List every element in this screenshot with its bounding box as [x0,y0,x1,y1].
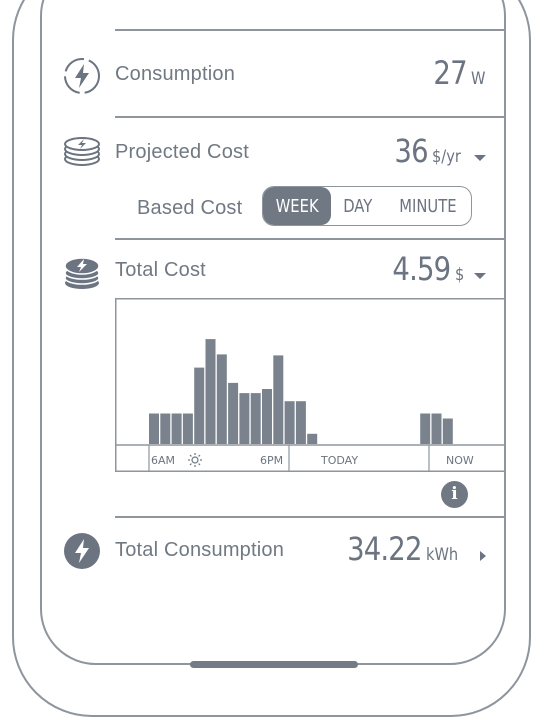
segment-week[interactable]: WEEK [263,187,331,225]
consumption-unit: W [471,69,486,89]
chart-bar [307,433,318,444]
total-cost-value[interactable]: 4.59 $ [383,250,486,288]
chart-bar [160,413,171,444]
total-consumption-unit: kWh [426,545,459,565]
divider [115,116,506,118]
chart-bar [284,401,295,444]
total-consumption-value[interactable]: 34.22 kWh [335,530,486,568]
chart-bar [228,382,239,444]
home-indicator[interactable] [190,661,358,668]
chevron-right-icon[interactable] [480,550,486,561]
based-cost-label: Based Cost [137,197,243,219]
total-consumption-label: Total Consumption [115,539,285,561]
chart-bar [250,393,261,444]
chart-bar [149,413,159,444]
chart-x-label: 6PM [260,454,283,467]
coin-stack-icon [64,257,100,289]
projected-cost-number: 36 [394,132,428,170]
divider [115,238,506,240]
chart-bar [182,413,193,444]
chart-bar [420,413,431,444]
projected-cost-value[interactable]: 36 $/yr [389,132,486,170]
chart-bar [262,389,272,444]
projected-cost-label: Projected Cost [115,141,249,163]
chart-bar [194,367,205,444]
chart-bar [431,413,442,444]
divider [115,516,506,518]
dropdown-caret-icon[interactable] [474,272,486,279]
chart-bar [273,355,284,444]
chart-x-label: 6AM [151,454,175,467]
projected-cost-unit: $/yr [431,147,461,167]
chart-border [115,298,506,472]
total-cost-unit: $ [454,265,465,285]
chart-x-label: TODAY [320,454,358,467]
usage-bar-chart: 6AM 6PM TODAY NOW [115,298,506,472]
consumption-label: Consumption [115,63,236,85]
chart-bar [239,393,250,444]
total-cost-number: 4.59 [392,250,451,288]
chart-x-label: NOW [446,454,474,467]
consumption-value: 27 W [428,54,488,92]
divider [115,29,506,31]
chart-bar [205,339,216,444]
lightning-circle-icon [64,533,100,569]
segment-minute[interactable]: MINUTE [399,195,457,217]
segment-day[interactable]: DAY [343,195,373,217]
chart-bar [295,401,306,444]
total-consumption-number: 34.22 [347,530,422,568]
coin-stack-small-icon [64,137,100,166]
lightning-dashed-circle-icon [64,58,100,94]
moon-icon [308,453,315,467]
phone-frame-outer [12,0,531,717]
consumption-number: 27 [433,54,467,92]
chart-bar [171,413,182,444]
sun-icon [188,453,202,467]
chart-bar [216,354,227,444]
based-cost-selector[interactable]: WEEK DAY MINUTE [262,186,472,226]
total-cost-label: Total Cost [115,259,206,281]
dropdown-caret-icon[interactable] [474,154,486,161]
info-icon[interactable]: i [441,481,468,508]
chart-bar [442,418,453,444]
